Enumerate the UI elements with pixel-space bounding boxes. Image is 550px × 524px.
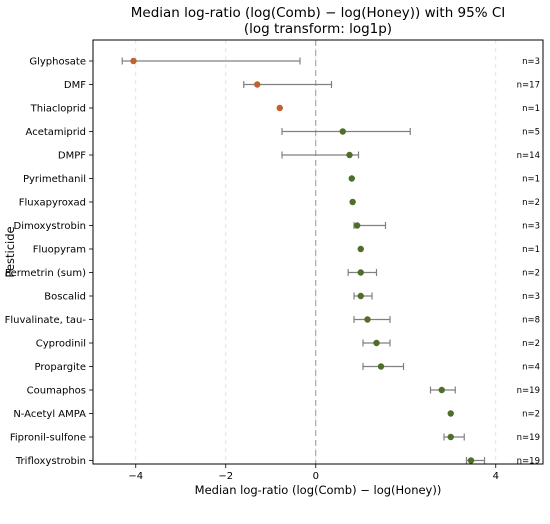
y-tick-label: Thiacloprid	[30, 104, 86, 115]
y-tick-label: Trifloxystrobin	[15, 456, 86, 467]
n-label: n=1	[522, 175, 540, 185]
median-point	[364, 316, 371, 323]
chart-title: Median log-ratio (log(Comb) − log(Honey)…	[131, 5, 506, 21]
x-axis-label: Median log-ratio (log(Comb) − log(Honey)…	[195, 483, 442, 497]
median-point	[377, 363, 385, 370]
y-tick-label: Fipronil-sulfone	[10, 433, 86, 444]
median-point	[373, 339, 380, 347]
plot-area: −4 −2 0 4 Glyphosate n=3 DMF n=17 Thiacloprid n=1…	[5, 40, 540, 482]
median-point	[357, 245, 364, 253]
n-label: n=3	[522, 57, 540, 67]
y-tick-label: Propargite	[35, 362, 86, 373]
x-tick-label: −4	[128, 471, 143, 482]
n-label: n=19	[517, 457, 540, 467]
n-label: n=19	[517, 433, 540, 443]
y-tick-label: Coumaphos	[27, 386, 86, 397]
median-point	[353, 222, 361, 229]
y-tick-label: Fluvalinate, tau-	[5, 315, 87, 326]
y-tick-label: Glyphosate	[29, 57, 86, 68]
median-point	[348, 175, 355, 182]
y-tick-label: Pyrimethanil	[23, 174, 86, 185]
n-label: n=1	[522, 245, 540, 255]
median-point	[349, 198, 356, 206]
median-point	[467, 457, 475, 464]
n-label: n=1	[522, 104, 540, 114]
median-point	[130, 57, 137, 65]
x-tick-label: 0	[313, 471, 319, 482]
y-tick-label: DMF	[64, 80, 86, 91]
y-tick-label: Permetrin (sum)	[5, 268, 86, 279]
median-point	[447, 410, 454, 417]
chart-subtitle: (log transform: log1p)	[244, 21, 392, 37]
x-tick-label: 4	[493, 471, 499, 482]
y-axis-label: Pesticide	[3, 226, 17, 277]
median-point	[447, 433, 454, 441]
y-tick-label: Fluopyram	[33, 245, 86, 256]
n-label: n=14	[517, 151, 540, 161]
y-tick-label: Boscalid	[44, 292, 86, 303]
n-label: n=2	[522, 410, 540, 420]
y-tick-label: N-Acetyl AMPA	[13, 409, 86, 420]
n-label: n=4	[522, 363, 540, 373]
n-label: n=8	[522, 316, 540, 326]
y-tick-label: Acetamiprid	[26, 127, 86, 138]
y-tick-label: Dimoxystrobin	[14, 221, 86, 232]
n-label: n=3	[522, 222, 540, 232]
median-point	[357, 269, 364, 276]
n-label: n=19	[517, 386, 540, 396]
median-point	[357, 292, 364, 300]
n-label: n=17	[517, 81, 540, 91]
y-tick-label: Cyprodinil	[36, 339, 86, 350]
median-point	[438, 386, 445, 394]
median-point	[276, 104, 283, 112]
n-label: n=3	[522, 292, 540, 302]
n-label: n=5	[522, 128, 540, 138]
n-label: n=2	[522, 198, 540, 208]
median-point	[254, 81, 261, 88]
y-tick-label: Fluxapyroxad	[19, 198, 86, 209]
median-point	[346, 151, 353, 159]
n-label: n=2	[522, 339, 540, 349]
y-tick-label: DMPF	[58, 151, 86, 162]
plot-frame	[92, 39, 544, 465]
n-label: n=2	[522, 269, 540, 279]
x-tick-label: −2	[218, 471, 233, 482]
median-point	[339, 128, 346, 135]
